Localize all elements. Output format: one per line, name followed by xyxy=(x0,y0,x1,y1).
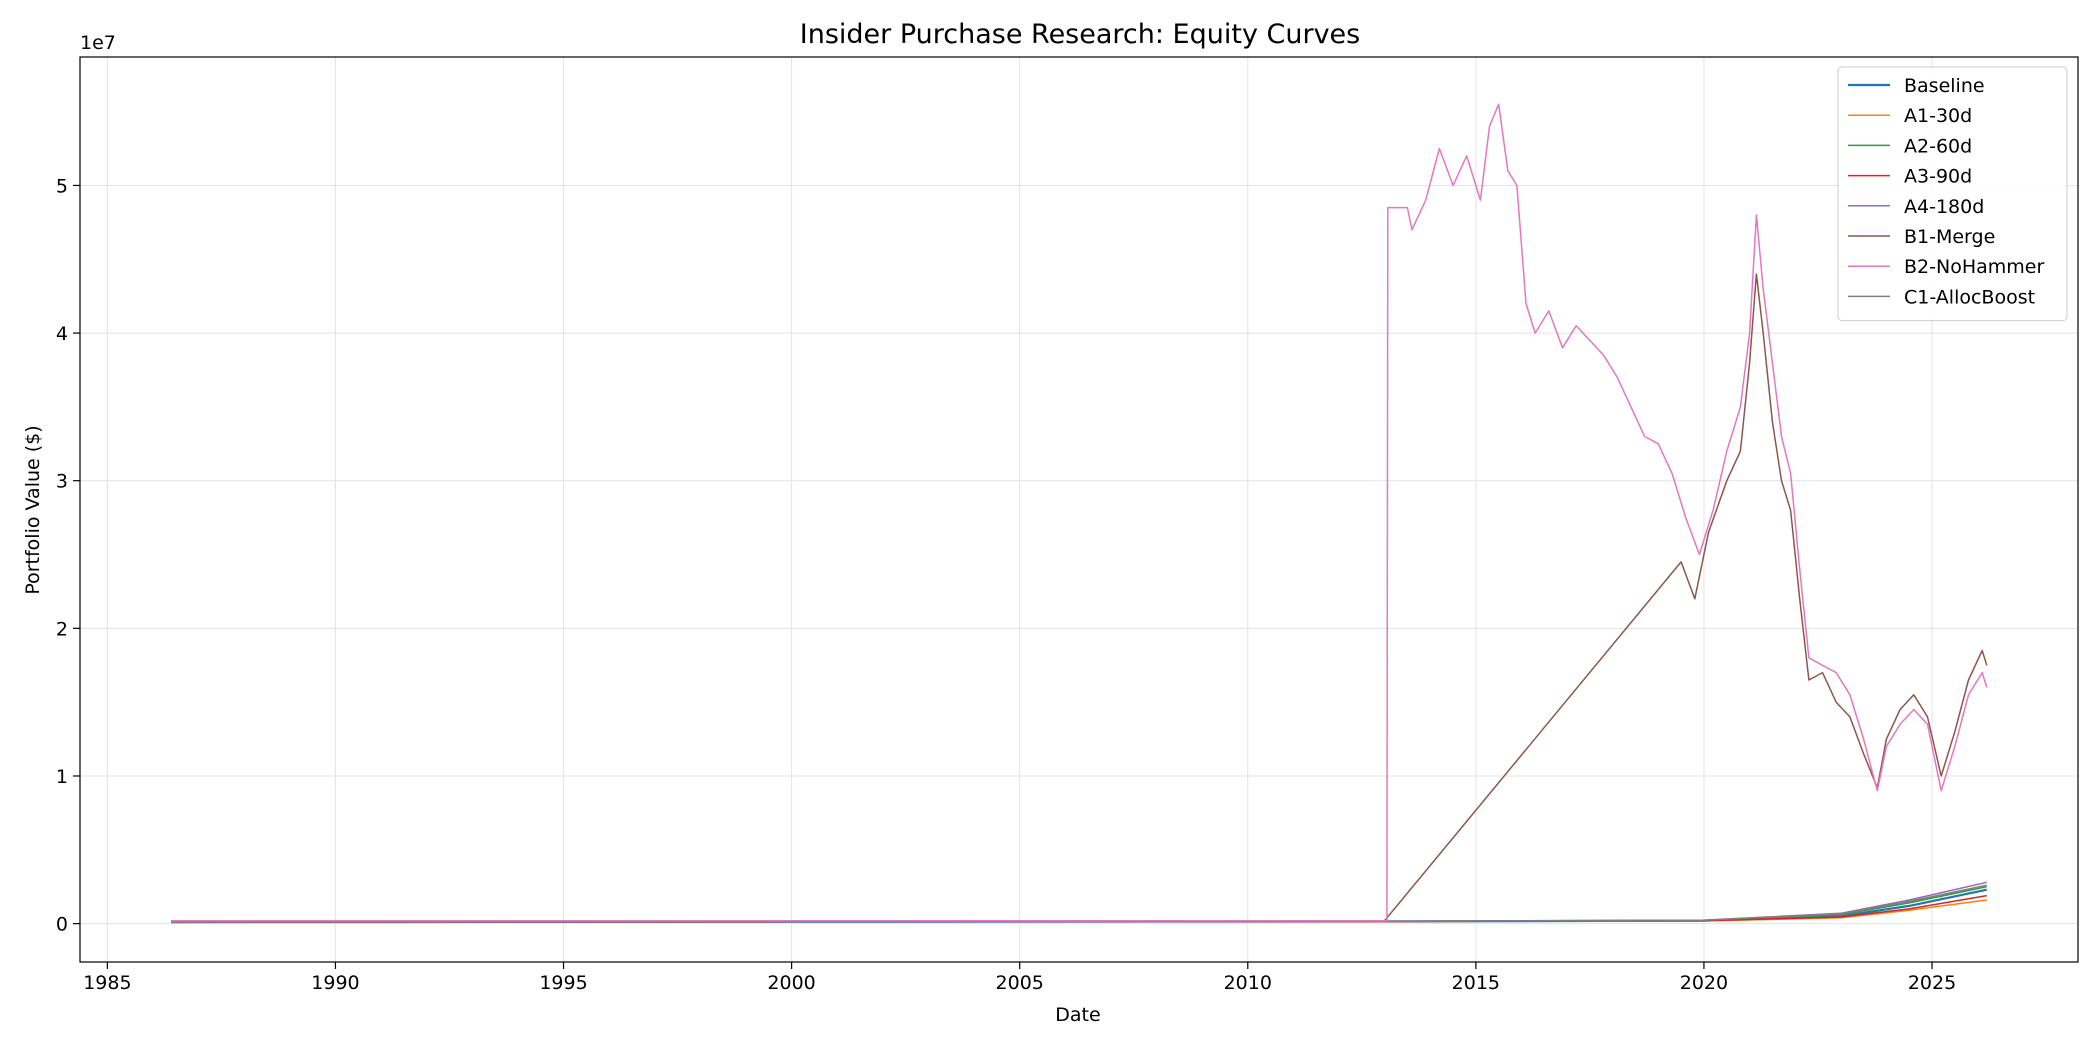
chart-title: Insider Purchase Research: Equity Curves xyxy=(800,19,1360,50)
legend: Baseline A1-30d A2-60d A3-90d A4-180d B1-Merg… xyxy=(1837,66,2068,322)
series-line-c1-allocboost xyxy=(171,884,1987,923)
legend-label: B1-Merge xyxy=(1904,226,1995,248)
x-tick-label: 2010 xyxy=(1224,972,1272,994)
x-axis-label: Date xyxy=(1055,1004,1100,1026)
legend-label: A3-90d xyxy=(1904,166,1972,188)
x-tick-label: 1985 xyxy=(83,972,131,994)
y-tick-label: 3 xyxy=(56,471,68,493)
legend-label: C1-AllocBoost xyxy=(1904,286,2035,308)
x-tick-label: 2020 xyxy=(1680,972,1728,994)
y-tick-label: 1 xyxy=(56,766,68,788)
legend-label: Baseline xyxy=(1904,75,1985,97)
x-tick-label: 2005 xyxy=(996,972,1044,994)
x-tick-label: 1990 xyxy=(311,972,359,994)
axis-ticks: 1985 1990 1995 2000 2005 2010 2015 2020 2025 0 1 2 3… xyxy=(56,175,1956,994)
series-line-b2-nohammer xyxy=(171,103,1988,922)
y-tick-label: 2 xyxy=(56,618,68,640)
legend-label: B2-NoHammer xyxy=(1904,256,2044,278)
axes-frame xyxy=(79,56,2079,963)
x-tick-label: 2000 xyxy=(767,972,815,994)
legend-label: A2-60d xyxy=(1904,135,1972,157)
y-tick-label: 4 xyxy=(56,323,68,345)
series-line-b1-merge xyxy=(171,273,1988,922)
legend-label: A4-180d xyxy=(1904,196,1984,218)
y-tick-label: 5 xyxy=(56,175,68,197)
x-tick-label: 2025 xyxy=(1908,972,1956,994)
x-tick-label: 2015 xyxy=(1452,972,1500,994)
legend-label: A1-30d xyxy=(1904,105,1972,127)
legend-box xyxy=(1837,66,2068,322)
x-tick-label: 1995 xyxy=(539,972,587,994)
y-tick-label: 0 xyxy=(56,914,68,936)
series-lines xyxy=(171,103,1988,924)
grid-lines xyxy=(80,57,2078,962)
y-axis-offset-label: 1e7 xyxy=(80,32,116,54)
y-axis-label: Portfolio Value ($) xyxy=(22,425,44,594)
